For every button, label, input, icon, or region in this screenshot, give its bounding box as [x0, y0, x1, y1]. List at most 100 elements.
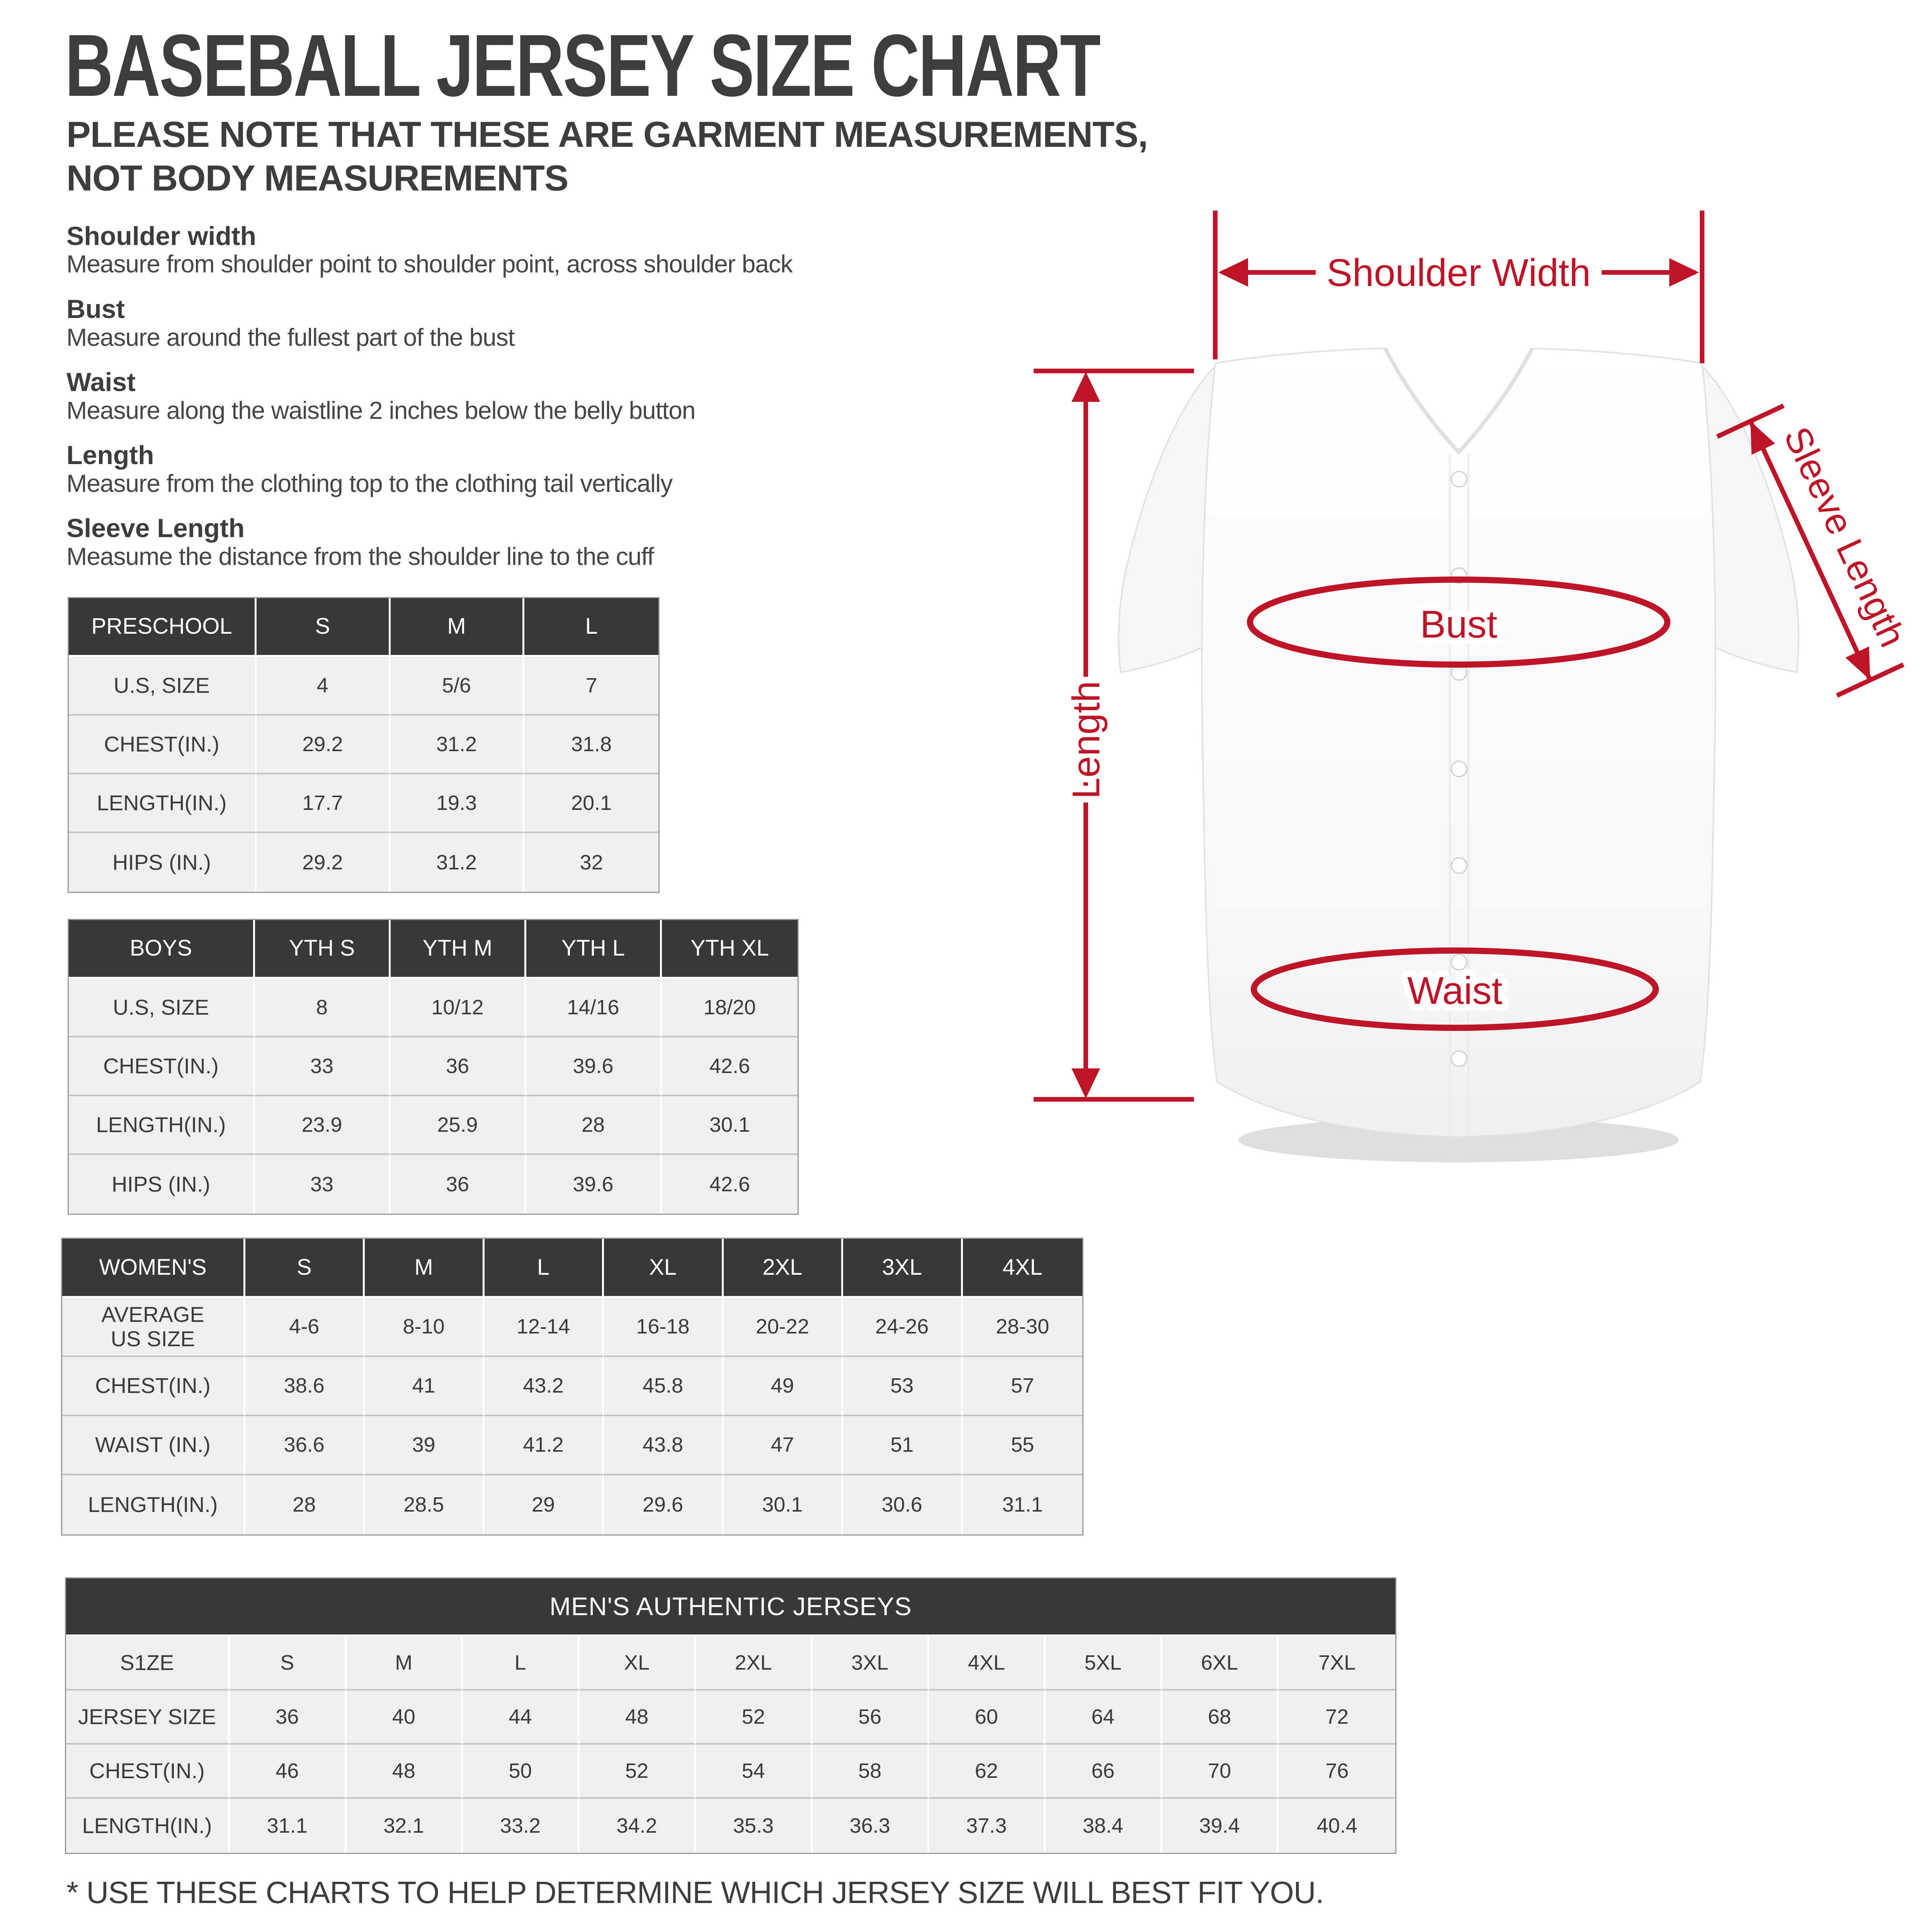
size-value: 29.6 — [604, 1475, 724, 1534]
size-value: 36 — [391, 1155, 526, 1214]
jersey-diagram: Shoulder Width Length Sleeve Length Bust… — [1034, 211, 1917, 1162]
column-header: M — [365, 1239, 485, 1298]
row-label: CHEST(IN.) — [69, 1037, 255, 1096]
boys-size-table: BOYS YTH S YTH M YTH L YTH XL U.S, SIZE 8 10/12… — [68, 919, 799, 1215]
row-label: LENGTH(IN.) — [66, 1799, 230, 1853]
jersey-buttons — [1451, 471, 1468, 1067]
size-value: 36 — [230, 1690, 347, 1745]
size-value: 6XL — [1162, 1636, 1279, 1690]
size-value: 5XL — [1046, 1636, 1162, 1690]
size-value: 39 — [365, 1416, 485, 1475]
size-value: 7XL — [1279, 1636, 1395, 1690]
size-value: 30.1 — [662, 1096, 798, 1155]
row-label: CHEST(IN.) — [66, 1745, 230, 1799]
row-label: CHEST(IN.) — [62, 1357, 245, 1416]
size-value: 31.8 — [524, 716, 658, 774]
size-value: 3XL — [813, 1636, 929, 1690]
size-value: 29.2 — [257, 716, 391, 774]
size-value: S — [230, 1636, 347, 1690]
size-value: 48 — [579, 1690, 696, 1745]
size-value: 36.6 — [245, 1416, 365, 1475]
definition-description: Measure around the fullest part of the b… — [66, 323, 515, 351]
size-value: 31.1 — [963, 1475, 1082, 1534]
size-value: 36.3 — [813, 1799, 929, 1853]
column-header: 2XL — [723, 1239, 844, 1298]
size-value: 41.2 — [484, 1416, 604, 1475]
definition-description: Measure from the clothing top to the clo… — [66, 469, 673, 497]
row-label: LENGTH(IN.) — [62, 1475, 245, 1534]
size-value: 70 — [1162, 1745, 1279, 1799]
size-value: 16-18 — [604, 1298, 724, 1357]
size-value: 32 — [524, 833, 658, 892]
waist-label: Waist — [1407, 969, 1503, 1012]
size-value: 57 — [963, 1357, 1082, 1416]
size-value: 33 — [255, 1037, 391, 1096]
measurement-definitions: Shoulder width Measure from shoulder poin… — [66, 222, 1032, 588]
size-value: 60 — [929, 1690, 1046, 1745]
table-corner-header: PRESCHOOL — [69, 598, 257, 657]
size-value: 4-6 — [245, 1298, 365, 1357]
size-value: 62 — [929, 1745, 1046, 1799]
row-label: JERSEY SIZE — [66, 1690, 230, 1745]
size-value: 44 — [463, 1690, 580, 1745]
jersey-graphic — [1118, 347, 1799, 1162]
size-value: 39.6 — [526, 1037, 662, 1096]
size-value: 38.6 — [245, 1357, 365, 1416]
size-value: 8-10 — [365, 1298, 485, 1357]
size-value: L — [463, 1636, 580, 1690]
definition-item: Waist Measure along the waistline 2 inche… — [66, 368, 1032, 424]
shoulder-width-label: Shoulder Width — [1327, 251, 1591, 294]
size-value: 52 — [579, 1745, 696, 1799]
size-value: 35.3 — [696, 1799, 813, 1853]
footnote: * USE THESE CHARTS TO HELP DETERMINE WHI… — [66, 1875, 1324, 1910]
shoulder-width-arrow — [1213, 211, 1704, 363]
size-value: 66 — [1046, 1745, 1162, 1799]
column-header: 3XL — [843, 1239, 963, 1298]
size-value: 46 — [230, 1745, 347, 1799]
size-value: 31.1 — [230, 1799, 347, 1853]
size-value: 8 — [255, 979, 391, 1037]
table-corner-header: WOMEN'S — [62, 1239, 245, 1298]
row-label: HIPS (IN.) — [69, 1155, 255, 1214]
definition-item: Length Measure from the clothing top to t… — [66, 441, 1032, 497]
page-title: BASEBALL JERSEY SIZE CHART — [65, 17, 1101, 115]
size-value: 42.6 — [662, 1155, 798, 1214]
size-value: 25.9 — [391, 1096, 526, 1155]
jersey-collar — [1383, 347, 1534, 455]
definition-term: Length — [66, 440, 154, 470]
size-value: 17.7 — [257, 774, 391, 833]
size-value: 28.5 — [365, 1475, 485, 1534]
jersey-body — [1201, 347, 1716, 1138]
size-value: XL — [579, 1636, 696, 1690]
size-value: 30.6 — [843, 1475, 963, 1534]
size-value: 20-22 — [723, 1298, 844, 1357]
row-label: U.S, SIZE — [69, 657, 257, 716]
size-value: 51 — [843, 1416, 963, 1475]
size-value: 53 — [843, 1357, 963, 1416]
definition-term: Bust — [66, 294, 125, 324]
size-value: 52 — [696, 1690, 813, 1745]
length-label: Length — [1065, 681, 1108, 799]
size-value: 10/12 — [391, 979, 526, 1037]
column-header: YTH S — [255, 920, 391, 979]
size-value: 29 — [484, 1475, 604, 1534]
column-header: L — [524, 598, 658, 657]
preschool-size-table: PRESCHOOL S M L U.S, SIZE 4 5/6 7 CHEST(IN.) 29.2… — [68, 597, 660, 893]
size-value: 33.2 — [463, 1799, 580, 1853]
definition-description: Measume the distance from the shoulder l… — [66, 542, 654, 570]
definition-term: Sleeve Length — [66, 514, 245, 543]
definition-description: Measure along the waistline 2 inches bel… — [66, 396, 696, 424]
size-value: 47 — [723, 1416, 844, 1475]
definition-item: Bust Measure around the fullest part of t… — [66, 295, 1032, 351]
size-value: 40 — [346, 1690, 463, 1745]
size-value: 5/6 — [390, 657, 525, 716]
size-value: M — [346, 1636, 463, 1690]
column-header: S — [245, 1239, 365, 1298]
definition-item: Sleeve Length Measume the distance from t… — [66, 514, 1032, 570]
size-value: 42.6 — [662, 1037, 798, 1096]
size-value: 24-26 — [843, 1298, 963, 1357]
size-value: 76 — [1279, 1745, 1395, 1799]
column-header: S — [257, 598, 391, 657]
table-title: MEN'S AUTHENTIC JERSEYS — [66, 1578, 1395, 1636]
table-corner-header: BOYS — [69, 920, 255, 979]
